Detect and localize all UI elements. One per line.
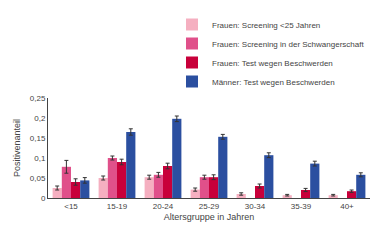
svg-text:35-39: 35-39 [291,202,312,211]
svg-text:Positivenanteil: Positivenanteil [12,119,22,177]
svg-text:0: 0 [41,194,46,203]
svg-text:<15: <15 [64,202,78,211]
svg-text:20-24: 20-24 [153,202,174,211]
svg-text:40+: 40+ [340,202,354,211]
svg-text:30-34: 30-34 [245,202,266,211]
svg-text:15-19: 15-19 [107,202,128,211]
svg-text:0,1: 0,1 [34,154,46,163]
svg-text:Altersgruppe in Jahren: Altersgruppe in Jahren [164,212,255,222]
svg-text:Männer: Test wegen Beschwerden: Männer: Test wegen Beschwerden [212,78,335,87]
svg-text:Frauen: Screening in der Schwa: Frauen: Screening in der Schwangerschaft [212,40,364,49]
svg-text:0,25: 0,25 [30,94,46,103]
svg-text:0,2: 0,2 [34,114,46,123]
svg-text:0,15: 0,15 [30,134,46,143]
svg-text:Frauen: Screening <25 Jahren: Frauen: Screening <25 Jahren [212,21,320,30]
svg-text:0,05: 0,05 [30,174,46,183]
svg-text:Frauen: Test wegen Beschwerden: Frauen: Test wegen Beschwerden [212,59,333,68]
svg-text:25-29: 25-29 [199,202,220,211]
